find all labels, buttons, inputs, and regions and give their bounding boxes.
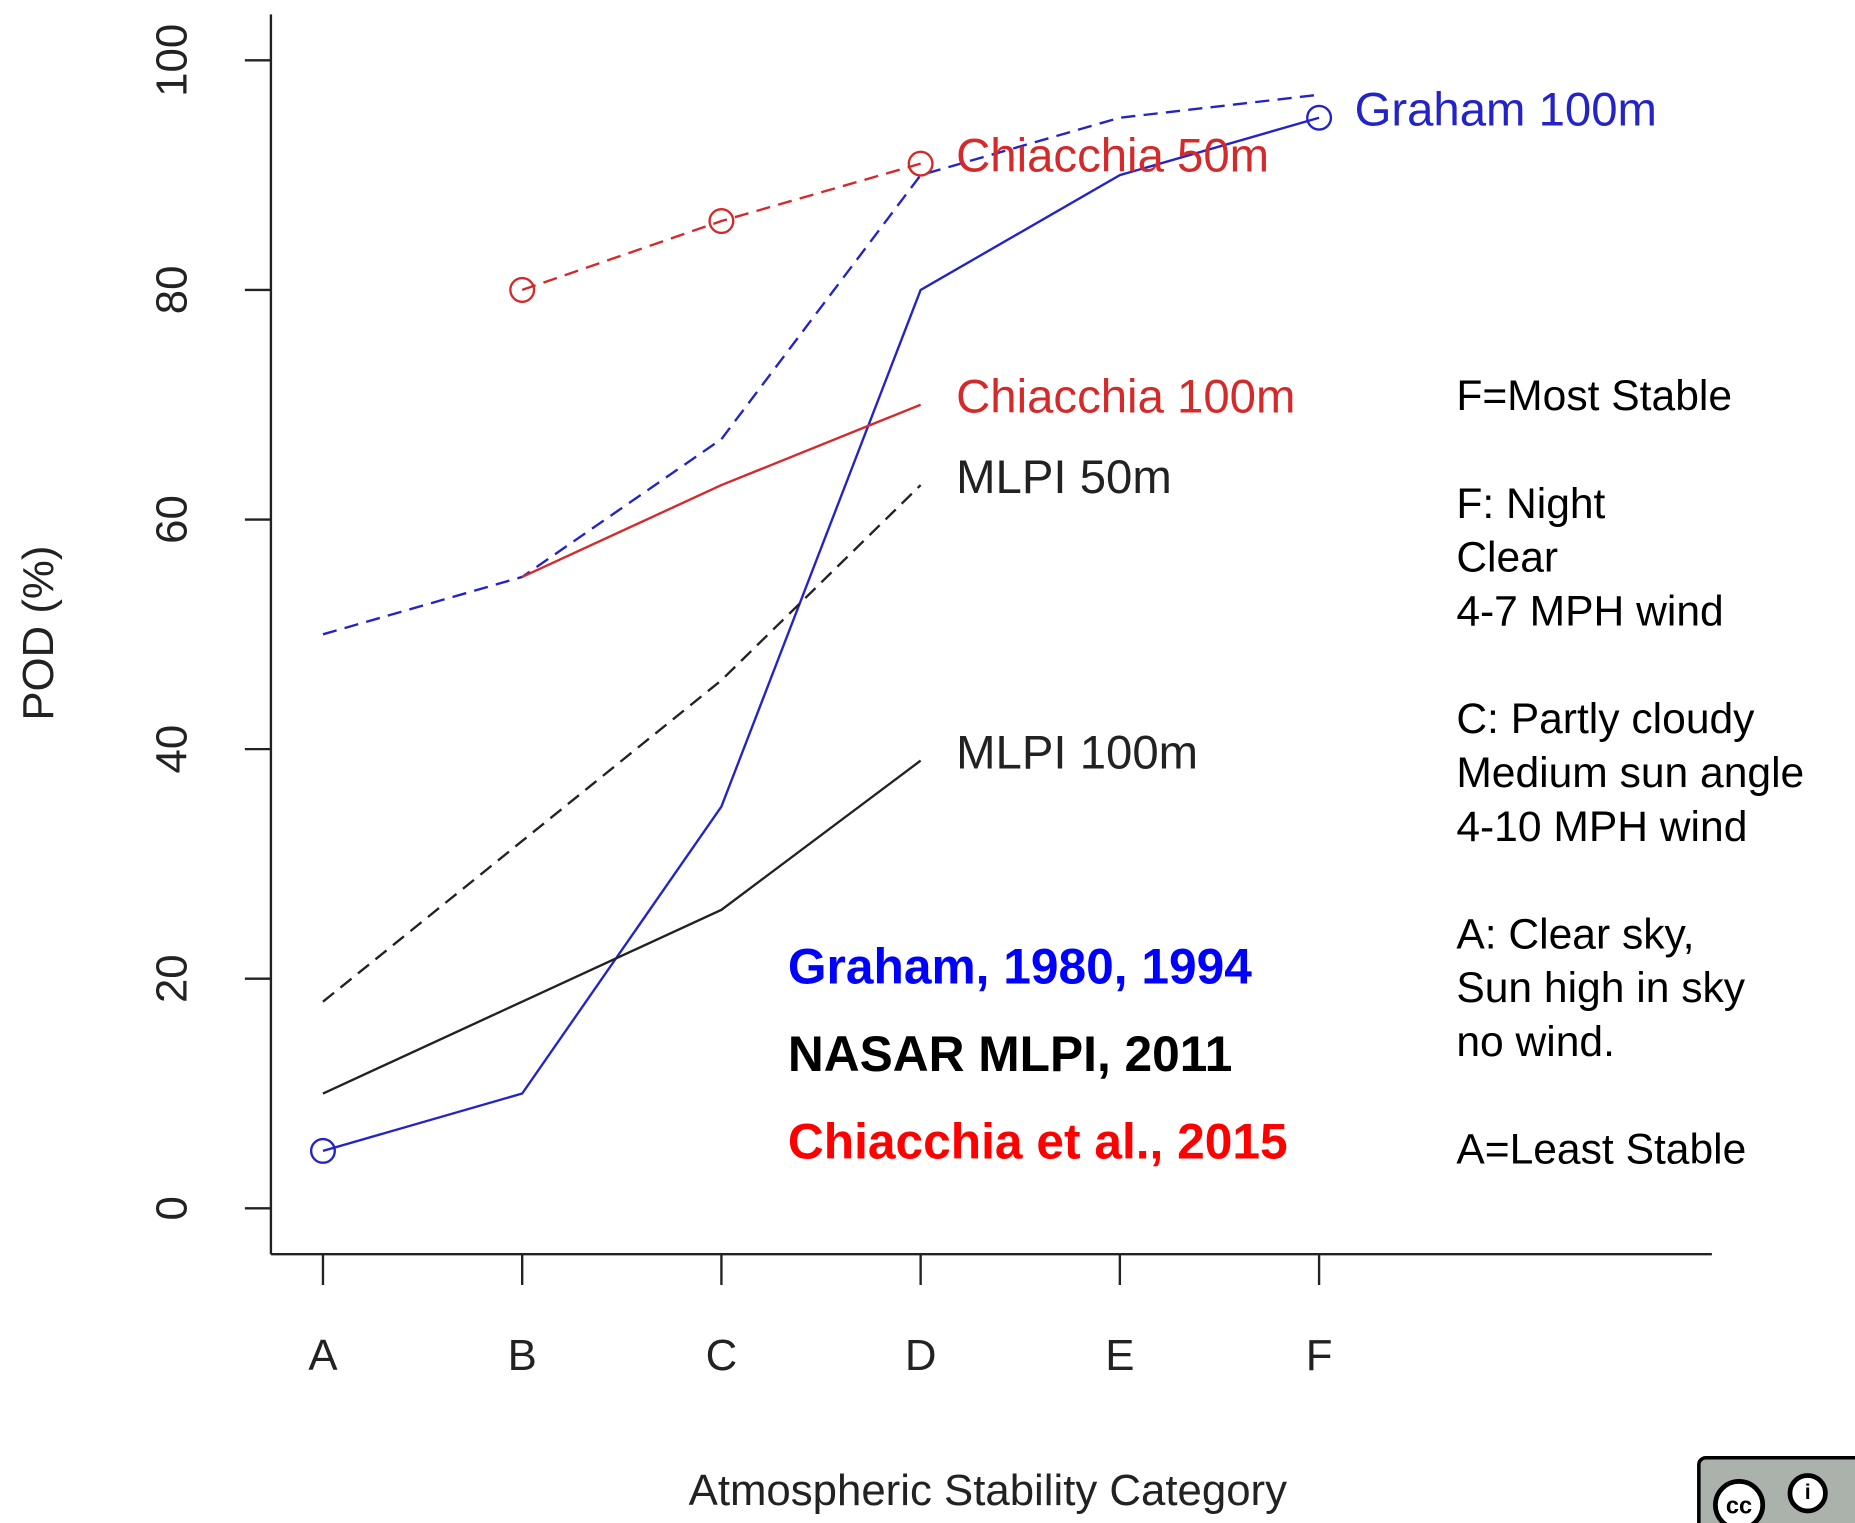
annotation: Graham, 1980, 1994: [788, 938, 1252, 994]
y-tick-label: 0: [148, 1196, 197, 1220]
note-line: Sun high in sky: [1456, 964, 1745, 1012]
x-axis-label: Atmospheric Stability Category: [689, 1466, 1287, 1515]
x-tick-label: C: [706, 1331, 738, 1380]
y-tick-label: 40: [148, 725, 197, 774]
note-line: 4-10 MPH wind: [1456, 803, 1747, 851]
note-line: Medium sun angle: [1456, 749, 1804, 797]
note-line: F=Most Stable: [1456, 372, 1732, 420]
x-tick-label: A: [308, 1331, 338, 1380]
annotation: NASAR MLPI, 2011: [788, 1026, 1232, 1082]
note-line: Clear: [1456, 534, 1558, 582]
x-tick-label: F: [1306, 1331, 1333, 1380]
point-marker: [309, 1137, 336, 1164]
svg-text:cc: cc: [1726, 1494, 1752, 1520]
series-label: Graham 100m: [1355, 83, 1657, 136]
series-line: [521, 162, 921, 292]
note-line: A=Least Stable: [1456, 1126, 1746, 1174]
y-axis-label: POD (%): [14, 546, 63, 721]
point-marker: [509, 276, 536, 303]
y-tick-label: 20: [148, 954, 197, 1003]
y-tick-label: 60: [148, 495, 197, 544]
note-line: F: Night: [1456, 480, 1605, 528]
series-label: MLPI 50m: [956, 451, 1172, 504]
point-marker: [708, 208, 735, 235]
note-line: A: Clear sky,: [1456, 910, 1694, 958]
x-tick-label: D: [905, 1331, 937, 1380]
series-line: [322, 116, 1320, 1153]
point-marker: [907, 150, 934, 177]
note-line: C: Partly cloudy: [1456, 695, 1755, 743]
y-tick-label: 100: [148, 24, 197, 97]
note-line: 4-7 MPH wind: [1456, 587, 1723, 635]
series-label: MLPI 100m: [956, 726, 1198, 779]
series-label: Chiacchia 50m: [956, 129, 1269, 182]
svg-text:i: i: [1805, 1480, 1811, 1504]
series-line: [322, 759, 922, 1095]
series-line: [521, 403, 922, 578]
series-line: [322, 484, 922, 1003]
x-tick-label: B: [508, 1331, 537, 1380]
point-marker: [1306, 104, 1333, 131]
cc-badge: cc i: [1697, 1455, 1855, 1523]
note-line: no wind.: [1456, 1018, 1615, 1066]
annotation: Chiacchia et al., 2015: [788, 1114, 1288, 1170]
series-line: [322, 93, 1320, 636]
series-label: Chiacchia 100m: [956, 370, 1295, 423]
x-tick-label: E: [1105, 1331, 1134, 1380]
y-tick-label: 80: [148, 266, 197, 315]
